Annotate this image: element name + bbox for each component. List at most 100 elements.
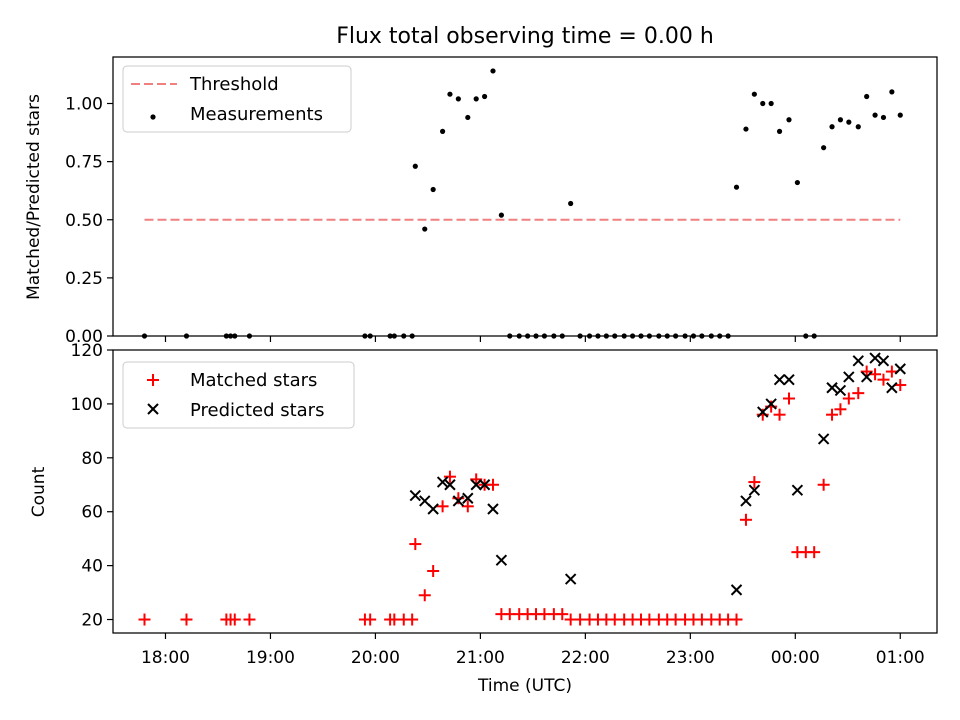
matched-star-point xyxy=(436,500,449,513)
measurement-point xyxy=(733,184,740,190)
top-legend: Threshold Measurements xyxy=(122,65,352,133)
measurement-point xyxy=(455,96,461,102)
bottom-ytick-label: 120 xyxy=(71,341,103,361)
measurement-point xyxy=(430,186,436,193)
predicted-legend-swatch xyxy=(147,403,159,415)
predicted-star-point xyxy=(834,384,847,397)
measurement-point xyxy=(821,145,827,151)
predicted-star-point xyxy=(436,476,449,488)
threshold-legend-label: Threshold xyxy=(189,74,279,95)
predicted-star-point xyxy=(748,484,761,496)
predicted-star-point xyxy=(826,382,838,394)
measurement-point xyxy=(794,179,800,186)
predicted-star-point xyxy=(444,479,456,491)
predicted-star-point xyxy=(409,489,422,502)
xtick-label: 00:00 xyxy=(771,648,820,668)
matched-star-point xyxy=(826,408,839,421)
chart-title: Flux total observing time = 0.00 h xyxy=(336,24,714,49)
predicted-star-point xyxy=(869,352,881,364)
measurement-point xyxy=(837,117,844,123)
xtick-label: 19:00 xyxy=(246,648,295,668)
measurement-point xyxy=(855,124,861,130)
measurement-point xyxy=(447,91,453,97)
bottom-axes-frame xyxy=(112,349,938,634)
measurement-point xyxy=(743,126,749,132)
bottom-ytick-label: 80 xyxy=(81,449,103,469)
top-legend-box xyxy=(122,65,352,133)
measurement-point xyxy=(422,226,428,232)
measurement-point xyxy=(465,114,471,121)
measurement-point xyxy=(889,89,895,95)
predicted-star-point xyxy=(852,355,864,367)
measurements-legend-label: Measurements xyxy=(190,104,323,125)
matched-star-point xyxy=(180,613,193,626)
predicted-star-point xyxy=(487,503,499,515)
predicted-star-point xyxy=(730,584,743,596)
bottom-ytick-label: 20 xyxy=(81,611,103,631)
measurement-point xyxy=(880,114,887,121)
matched-star-point xyxy=(243,613,256,626)
predicted-star-point xyxy=(765,398,777,410)
matched-star-point xyxy=(556,608,569,621)
predicted-star-point xyxy=(470,479,482,491)
matched-star-point xyxy=(739,513,752,526)
predicted-star-point xyxy=(773,373,786,386)
predicted-star-point xyxy=(495,554,508,566)
predicted-star-point xyxy=(877,355,890,367)
bottom-legend: Matched stars Predicted stars xyxy=(122,361,355,429)
matched-star-point xyxy=(427,565,440,578)
count-panel: Count 20 40 60 80 100 120 18:00 19:00 20:00 21:0… xyxy=(29,341,938,696)
measurement-point xyxy=(872,112,878,118)
matched-star-point xyxy=(894,379,907,392)
xtick-label: 23:00 xyxy=(666,648,715,668)
predicted-legend-label: Predicted stars xyxy=(190,400,324,421)
xtick-label: 20:00 xyxy=(351,648,400,668)
xtick-label: 01:00 xyxy=(876,648,925,668)
matched-star-point xyxy=(748,476,761,489)
measurement-point xyxy=(751,91,757,97)
measurements-legend-swatch xyxy=(150,114,156,120)
matched-star-point xyxy=(409,538,422,551)
xtick-label: 18:00 xyxy=(141,648,190,668)
bottom-plot-area xyxy=(138,352,907,626)
matched-star-point xyxy=(443,470,456,483)
measurement-point xyxy=(829,124,835,130)
matched-star-point xyxy=(406,613,419,626)
ratio-panel: Matched/Predicted stars 0.00 0.25 0.50 0.75… xyxy=(24,56,938,347)
matched-star-point xyxy=(364,613,377,626)
xtick-label: 21:00 xyxy=(456,648,505,668)
measurement-point xyxy=(440,128,446,134)
predicted-star-point xyxy=(478,479,491,491)
matched-star-point xyxy=(228,613,241,626)
predicted-star-point xyxy=(452,495,465,507)
top-plot-area xyxy=(141,68,903,339)
measurement-point xyxy=(473,96,479,102)
top-ytick-label: 0.75 xyxy=(65,153,103,173)
matched-star-point xyxy=(869,368,882,381)
bottom-ytick-label: 100 xyxy=(71,395,103,415)
top-ytick-label: 0.00 xyxy=(65,327,103,347)
top-ytick-label: 0.25 xyxy=(65,269,103,289)
measurement-point xyxy=(490,68,496,74)
matched-star-point xyxy=(773,408,786,421)
matched-star-point xyxy=(842,392,855,405)
predicted-star-point xyxy=(843,371,855,383)
measurement-point xyxy=(897,112,903,118)
measurement-point xyxy=(786,117,792,123)
predicted-star-point xyxy=(860,371,873,383)
matched-star-point xyxy=(817,478,830,491)
xtick-label: 22:00 xyxy=(561,648,610,668)
matched-star-point xyxy=(138,613,151,626)
predicted-star-point xyxy=(564,573,577,585)
bottom-x-axis: 18:00 19:00 20:00 21:00 22:00 23:00 00:00 01:00 xyxy=(141,633,925,668)
measurement-point xyxy=(412,163,418,169)
x-axis-label: Time (UTC) xyxy=(477,676,572,696)
measurement-point xyxy=(481,93,488,100)
top-ylabel: Matched/Predicted stars xyxy=(24,94,44,300)
bottom-ytick-label: 60 xyxy=(81,503,103,523)
matched-star-point xyxy=(808,546,821,559)
matched-star-point xyxy=(461,500,474,513)
matched-star-point xyxy=(486,478,499,491)
matched-star-point xyxy=(730,613,743,626)
